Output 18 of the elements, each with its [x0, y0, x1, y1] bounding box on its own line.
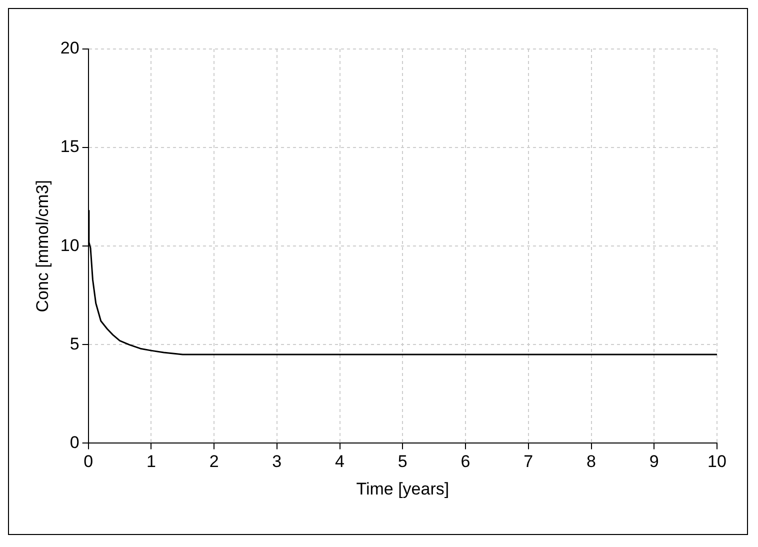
x-axis-title: Time [years] — [356, 479, 450, 498]
x-tick-label: 7 — [524, 452, 534, 472]
y-tick-label: 20 — [60, 38, 80, 58]
y-tick-label: 0 — [70, 432, 80, 452]
x-tick-label: 10 — [708, 452, 726, 472]
x-tick-label: 4 — [335, 452, 345, 472]
x-tick-label: 0 — [84, 452, 94, 472]
x-tick-label: 3 — [272, 452, 282, 472]
y-tick-label: 15 — [60, 137, 80, 156]
y-tick-label: 5 — [70, 334, 80, 354]
x-tick-label: 8 — [586, 452, 596, 472]
x-tick-label: 6 — [460, 452, 470, 472]
y-axis-title: Conc [mmol/cm3] — [32, 180, 52, 312]
x-tick-label: 9 — [649, 452, 659, 472]
y-tick-label: 10 — [60, 236, 80, 255]
x-tick-label: 2 — [209, 452, 219, 472]
x-tick-label: 5 — [398, 452, 408, 472]
x-tick-label: 1 — [146, 452, 156, 472]
